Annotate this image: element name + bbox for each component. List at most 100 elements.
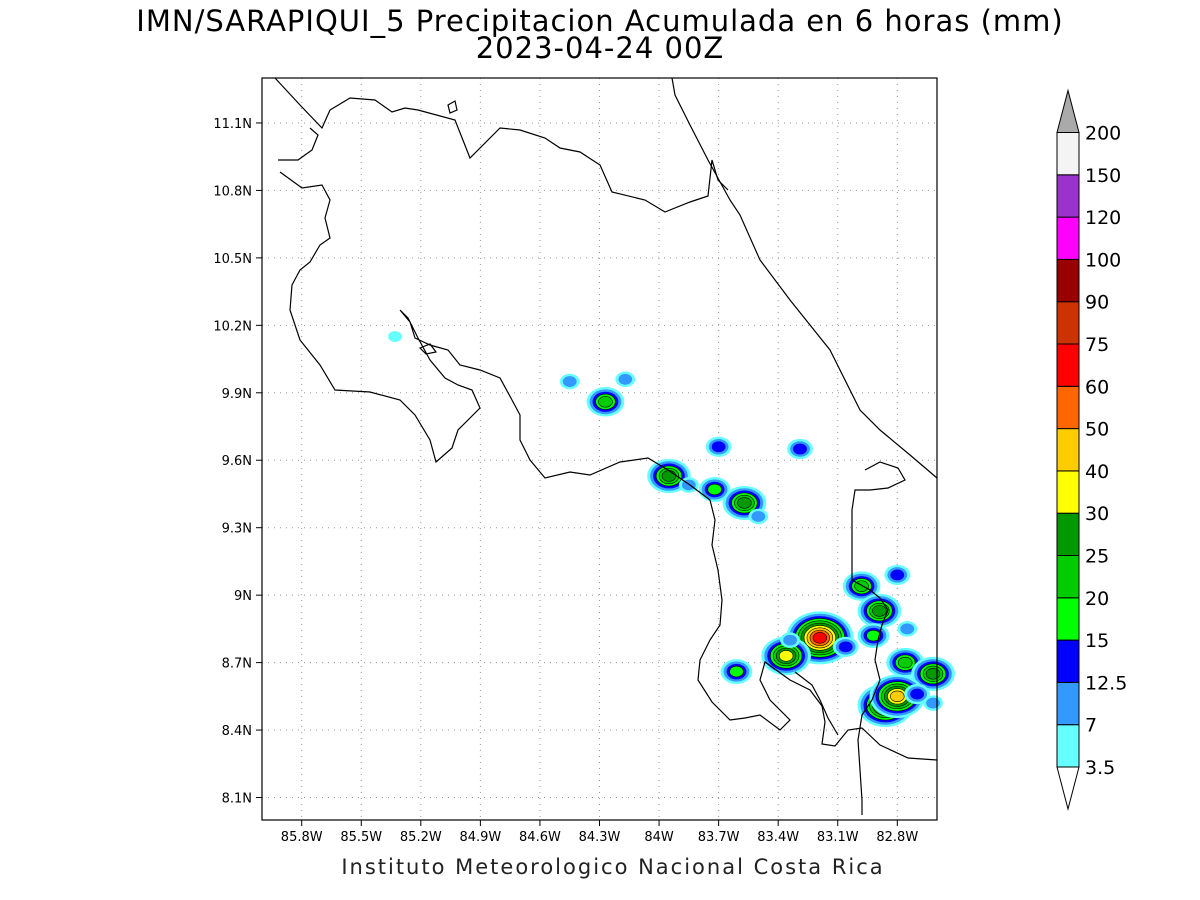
colorbar-label: 15 xyxy=(1085,630,1109,652)
precip-contour xyxy=(890,690,905,703)
precip-cell xyxy=(787,438,813,460)
colorbar-swatch xyxy=(1056,301,1080,345)
colorbar-upper-arrow xyxy=(1056,88,1080,133)
colorbar-label: 12.5 xyxy=(1085,672,1127,694)
precip-contour xyxy=(793,443,807,455)
y-tick-label: 9.3N xyxy=(222,522,252,537)
precip-cell xyxy=(705,436,732,457)
x-tick-label: 83.4W xyxy=(757,830,799,845)
precip-contour xyxy=(872,605,887,617)
y-tick-label: 9.6N xyxy=(222,454,252,469)
y-tick-label: 8.4N xyxy=(222,724,252,739)
precip-contour xyxy=(388,331,402,342)
colorbar-label: 150 xyxy=(1085,165,1121,187)
colorbar-lower-arrow xyxy=(1056,766,1080,811)
colorbar-swatch xyxy=(1056,681,1080,726)
precip-cell xyxy=(647,458,691,494)
coastline-pacific xyxy=(278,127,938,761)
precip-contour xyxy=(812,632,828,644)
x-tick-label: 84.6W xyxy=(519,830,561,845)
precip-contour xyxy=(711,441,726,453)
precip-contour xyxy=(926,697,940,709)
border-panama xyxy=(851,461,906,815)
precip-cell xyxy=(586,387,625,417)
y-tick-label: 11.1N xyxy=(213,117,252,132)
colorbar-label: 200 xyxy=(1085,123,1121,145)
x-tick-label: 83.7W xyxy=(698,830,740,845)
precip-contour xyxy=(707,483,722,496)
colorbar-swatch xyxy=(1056,428,1080,472)
latitude-axis: 11.1N 10.8N 10.5N 10.2N 9.9N 9.6N 9.3N 9N 8.7N 8.… xyxy=(213,117,262,807)
precip-contour xyxy=(898,656,913,669)
colorbar-swatch xyxy=(1056,258,1080,303)
y-tick-label: 10.8N xyxy=(213,184,252,199)
colorbar-label: 75 xyxy=(1085,334,1109,356)
colorbar-label: 120 xyxy=(1085,207,1121,229)
precip-cell xyxy=(388,331,402,342)
colorbar-swatch xyxy=(1056,132,1080,176)
coastline-osa xyxy=(794,671,839,736)
precip-cell xyxy=(832,636,859,657)
island-nicoya xyxy=(418,343,438,355)
y-tick-label: 9.9N xyxy=(222,387,252,402)
colorbar-label: 7 xyxy=(1085,715,1097,737)
colorbar-label: 100 xyxy=(1085,249,1121,271)
colorbar-swatch xyxy=(1056,470,1080,514)
colorbar-swatch xyxy=(1056,343,1080,387)
lat-lon-grid xyxy=(262,78,937,820)
precip-cell xyxy=(780,632,800,648)
colorbar-swatch xyxy=(1056,724,1080,768)
y-tick-label: 10.2N xyxy=(213,319,252,334)
y-tick-label: 9N xyxy=(234,589,252,604)
colorbar-label: 25 xyxy=(1085,546,1109,568)
precip-cell xyxy=(748,508,769,525)
precip-contour xyxy=(661,470,677,482)
precip-contour xyxy=(890,569,905,581)
colorbar-swatch xyxy=(1056,555,1080,599)
precip-cell xyxy=(559,373,580,390)
precip-cell xyxy=(923,695,943,711)
x-tick-label: 85.5W xyxy=(340,830,382,845)
colorbar-label: 60 xyxy=(1085,376,1109,398)
colorbar-swatch xyxy=(1056,385,1080,430)
x-tick-label: 85.8W xyxy=(281,830,323,845)
precip-cell xyxy=(884,564,911,585)
precipitation-field xyxy=(388,331,955,728)
colorbar-label: 90 xyxy=(1085,292,1109,314)
coastline-caribbean xyxy=(671,77,938,479)
precip-cell xyxy=(857,593,902,628)
precip-cell xyxy=(904,684,931,705)
precip-contour xyxy=(729,665,744,678)
precip-cell xyxy=(857,623,890,649)
precip-contour xyxy=(910,688,925,700)
precip-contour xyxy=(866,629,881,642)
y-tick-label: 10.5N xyxy=(213,252,252,267)
colorbar-label: 3.5 xyxy=(1085,757,1115,779)
island-north xyxy=(447,100,458,114)
colorbar-swatch xyxy=(1056,597,1080,641)
colorbar-swatch xyxy=(1056,512,1080,557)
precip-contour xyxy=(778,650,794,662)
longitude-axis: 85.8W 85.5W 85.2W 84.9W 84.6W 84.3W 84W 83.7W 83… xyxy=(281,820,918,845)
x-tick-label: 82.8W xyxy=(876,830,918,845)
precip-cell xyxy=(761,636,811,676)
y-tick-label: 8.7N xyxy=(222,657,252,672)
precip-cell xyxy=(615,371,636,388)
precip-contour xyxy=(598,396,613,408)
colorbar-label: 50 xyxy=(1085,419,1109,441)
colorbar-label: 30 xyxy=(1085,503,1109,525)
precip-cell xyxy=(720,659,753,685)
x-tick-label: 84.3W xyxy=(579,830,621,845)
precip-contour xyxy=(783,634,797,646)
precip-contour xyxy=(562,376,577,387)
colorbar-legend: 3.5 7 12.5 15 20 25 30 40 50 60 75 90 100 120 150 200 xyxy=(1056,88,1127,811)
x-tick-label: 85.2W xyxy=(400,830,442,845)
precip-contour xyxy=(618,373,633,385)
colorbar-label: 40 xyxy=(1085,461,1109,483)
precip-cell xyxy=(698,477,731,502)
coastline-north xyxy=(274,77,729,213)
precip-contour xyxy=(838,641,853,653)
precip-contour xyxy=(925,668,941,680)
x-tick-label: 84W xyxy=(644,830,674,845)
